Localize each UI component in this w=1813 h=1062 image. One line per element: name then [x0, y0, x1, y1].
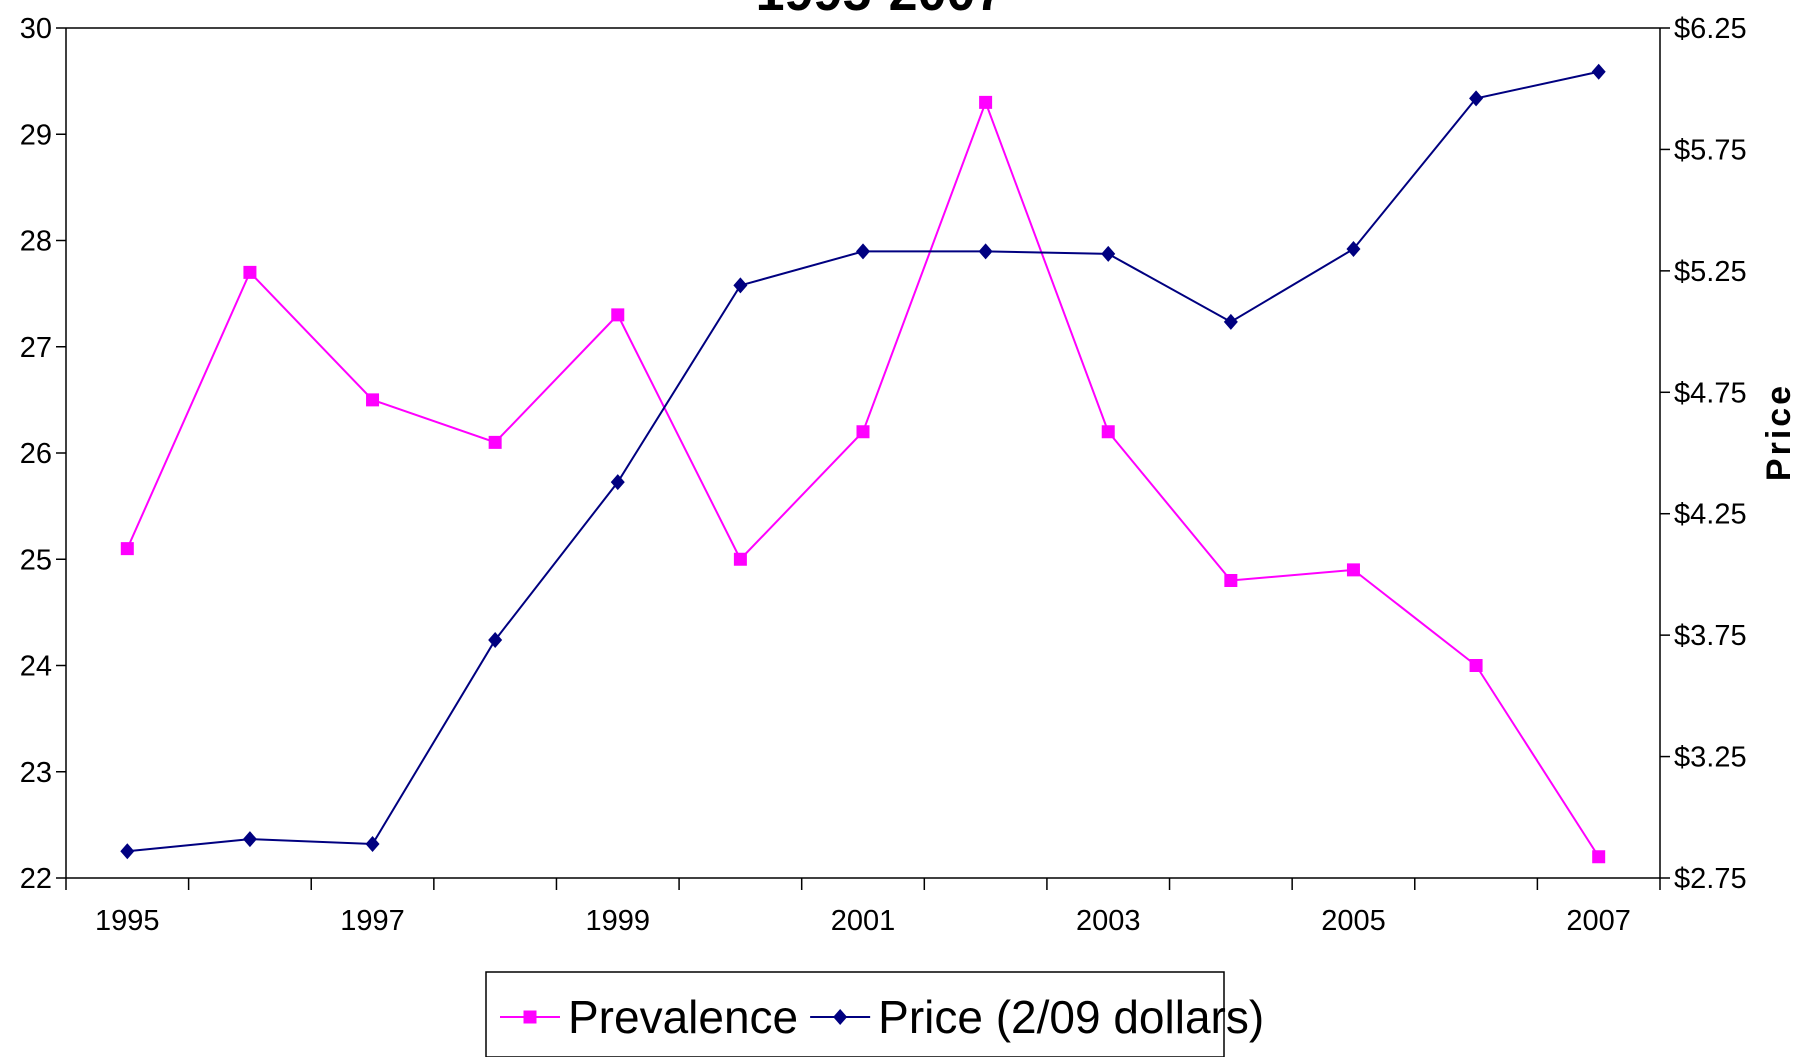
price-point: [978, 243, 993, 260]
prevalence-point: [733, 552, 747, 566]
price-point: [1223, 313, 1238, 330]
price-point: [1101, 245, 1116, 262]
prevalence-point: [120, 542, 134, 556]
right-y-tick-label: $3.25: [1674, 742, 1747, 774]
price-point: [733, 277, 748, 294]
right-y-tick-label: $5.75: [1674, 134, 1747, 166]
x-tick-label: 1999: [586, 905, 651, 937]
price-point: [1346, 241, 1361, 257]
chart-title: 1995-2007: [756, 0, 1005, 22]
left-y-tick-label: 23: [20, 757, 52, 789]
prevalence-point: [856, 425, 870, 439]
right-y-axis: $2.75 $3.25 $3.75 $4.25 $4.75 $5.25 $5.75 $6.25: [1660, 13, 1747, 895]
right-y-tick-label: $3.75: [1674, 620, 1747, 652]
prevalence-point: [243, 265, 257, 279]
legend-price-label: Price (2/09 dollars): [878, 991, 1264, 1043]
price-point: [1591, 63, 1606, 80]
x-tick-label: 2007: [1566, 905, 1631, 937]
prevalence-point: [611, 308, 625, 322]
prevalence-point: [1469, 659, 1483, 672]
left-y-tick-label: 28: [20, 226, 52, 258]
x-tick-label: 2005: [1321, 905, 1386, 937]
right-y-tick-label: $2.75: [1674, 863, 1747, 895]
price-point: [488, 632, 503, 648]
prevalence-point: [366, 393, 380, 407]
right-y-tick-label: $5.25: [1674, 256, 1747, 288]
x-axis: 1995 1997 1999 2001 2003 2005 2007: [65, 878, 1661, 937]
price-point: [1469, 90, 1484, 107]
left-y-tick-label: 27: [20, 332, 52, 364]
legend: Prevalence Price (2/09 dollars): [485, 971, 1264, 1058]
x-tick-label: 2001: [831, 905, 896, 937]
price-point: [856, 243, 870, 260]
right-y-tick-label: $4.75: [1674, 377, 1747, 409]
prevalence-point: [1592, 850, 1606, 864]
legend-prevalence-marker: [523, 1010, 537, 1024]
price-point: [610, 474, 625, 491]
left-y-tick-label: 26: [20, 438, 52, 470]
prevalence-point: [979, 95, 993, 109]
prevalence-point: [1101, 425, 1115, 439]
prevalence-point: [488, 435, 502, 449]
left-y-tick-label: 29: [20, 119, 52, 151]
x-tick-label: 1995: [95, 905, 160, 937]
right-y-axis-title: Price: [1760, 383, 1798, 481]
prevalence-point: [1346, 563, 1360, 577]
legend-price-marker: [833, 1009, 848, 1025]
series-layer: [120, 63, 1606, 864]
left-y-tick-label: 30: [20, 13, 52, 45]
legend-box: [485, 971, 1225, 1058]
left-y-tick-label: 24: [20, 651, 52, 683]
legend-prevalence-label: Prevalence: [568, 991, 798, 1043]
left-y-tick-label: 25: [20, 544, 52, 576]
price-series-line: [127, 70, 1599, 853]
prevalence-series-line: [126, 99, 1600, 858]
left-y-tick-label: 22: [20, 863, 52, 895]
price-point: [242, 831, 257, 848]
left-y-axis: 22 23 24 25 26 27 28 29 30: [20, 13, 66, 895]
price-point: [365, 836, 380, 852]
x-tick-label: 2003: [1076, 905, 1141, 937]
price-point: [120, 843, 135, 860]
right-y-tick-label: $4.25: [1674, 499, 1747, 531]
x-tick-label: 1997: [340, 905, 405, 937]
prevalence-point: [1224, 574, 1238, 587]
plot-area: [65, 27, 1661, 879]
right-y-tick-label: $6.25: [1674, 13, 1747, 45]
